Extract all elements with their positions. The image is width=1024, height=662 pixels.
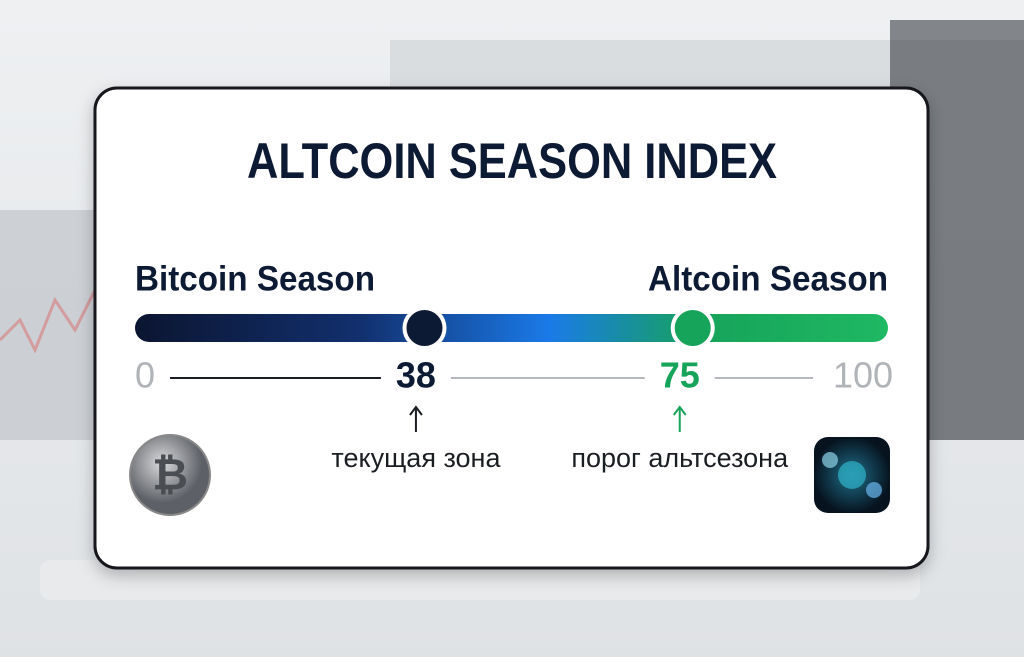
arrow-head: [672, 405, 687, 416]
arrow-head: [409, 405, 423, 416]
current-marker: [402, 306, 447, 350]
bg-chart: [0, 289, 97, 354]
scale-min: 0: [135, 355, 155, 396]
scale-max: 100: [833, 355, 893, 396]
altcoin-bubble: [866, 482, 882, 498]
title: ALTCOIN SEASON INDEX: [247, 133, 777, 189]
index-bar: [135, 314, 888, 342]
bitcoin-icon: [129, 434, 211, 516]
altcoin-bubble: [822, 452, 838, 468]
bitcoin-symbol: ₿: [152, 451, 188, 500]
current-note: текущая зона: [331, 443, 501, 473]
bg-keyboard: [40, 560, 920, 600]
right-label: Altcoin Season: [648, 259, 888, 298]
left-label: Bitcoin Season: [135, 259, 375, 298]
bg-monitor: [0, 210, 110, 440]
threshold-note: порог альтсезона: [571, 443, 789, 473]
threshold-marker: [670, 306, 715, 350]
current-value: 38: [396, 355, 436, 396]
threshold-value: 75: [660, 355, 700, 396]
altcoin-bubble: [838, 461, 866, 489]
